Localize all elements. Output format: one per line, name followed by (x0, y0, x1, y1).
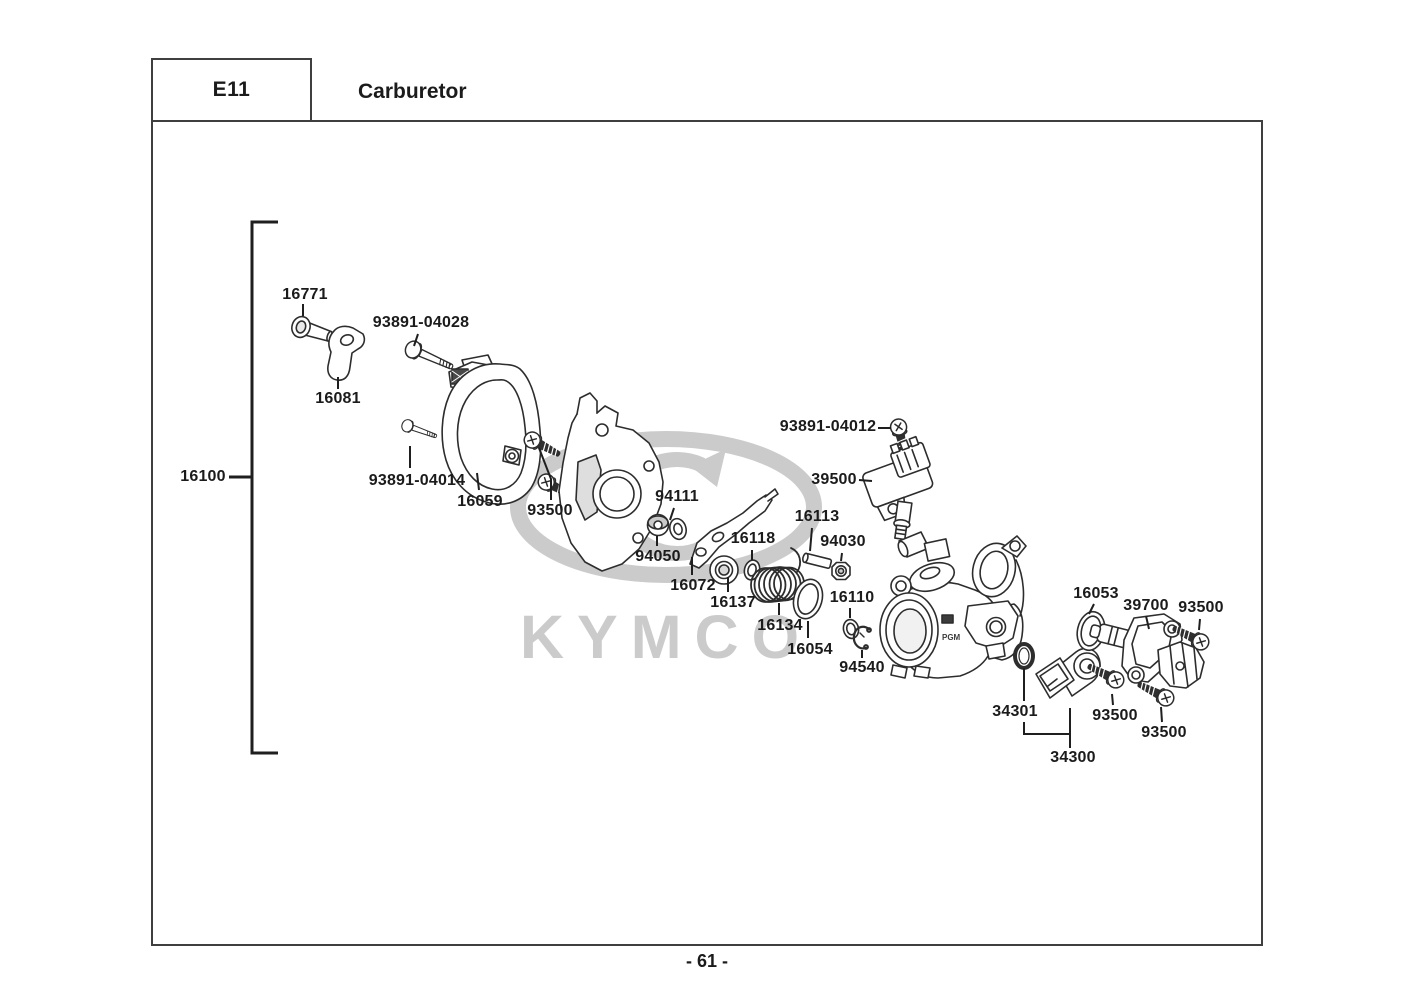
part-label-93500-3: 93500 (1092, 707, 1138, 724)
group-bracket-16100 (229, 220, 278, 755)
part-label-94540: 94540 (839, 659, 885, 676)
part-boot-16059 (441, 354, 542, 505)
part-washer-94111 (669, 517, 687, 541)
part-label-93500-4: 93500 (1141, 724, 1187, 741)
part-bracket-16081 (327, 325, 366, 381)
part-label-94111: 94111 (655, 488, 699, 505)
part-label-34300: 34300 (1050, 749, 1096, 766)
part-washer-16110 (842, 618, 860, 640)
part-label-16081: 16081 (315, 390, 361, 407)
part-label-93500-2: 93500 (1178, 599, 1224, 616)
part-label-93891-04012: 93891-04012 (779, 418, 877, 435)
part-label-16771: 16771 (282, 286, 328, 303)
part-throttle-body: PGM (879, 531, 1027, 679)
part-label-39500: 39500 (811, 471, 857, 488)
part-label-93891-04028: 93891-04028 (372, 314, 470, 331)
part-label-16134: 16134 (757, 617, 803, 634)
part-label-16137: 16137 (710, 594, 756, 611)
page-title: Carburetor (358, 80, 467, 103)
part-label-16072: 16072 (670, 577, 716, 594)
part-iacv-39700 (1089, 613, 1205, 689)
part-screw-93891-04028 (401, 337, 457, 376)
part-oring-16054 (792, 578, 824, 620)
part-eclip-94540 (852, 625, 872, 650)
part-washer-16118 (743, 559, 761, 581)
part-label-94050: 94050 (635, 548, 681, 565)
part-label-93500-1: 93500 (527, 502, 573, 519)
leader-lines (302, 304, 1201, 748)
part-nut-94050 (646, 513, 670, 537)
part-pin-16113 (802, 552, 833, 569)
part-cover-housing (558, 392, 664, 572)
part-label-16118: 16118 (730, 530, 776, 547)
diagram-frame (151, 120, 1263, 946)
part-label-94030: 94030 (820, 533, 866, 550)
page-number: - 61 - (685, 951, 728, 971)
watermark-brand: KYMCO (519, 603, 813, 671)
part-map-sensor-39500 (862, 435, 934, 541)
part-label-39700: 39700 (1123, 597, 1169, 614)
part-lever-16072 (689, 488, 779, 569)
part-label-16110: 16110 (829, 589, 875, 606)
body-mark: PGM (942, 633, 961, 642)
part-oring-34301 (1013, 642, 1035, 670)
part-screw-93891-04014 (399, 417, 440, 443)
part-label-16053: 16053 (1073, 585, 1119, 602)
part-label-16113: 16113 (794, 508, 840, 525)
part-sensor-34300 (1035, 647, 1101, 699)
section-code: E11 (212, 78, 251, 101)
part-label-16100: 16100 (180, 468, 226, 485)
part-label-16059: 16059 (457, 493, 503, 510)
part-label-34301: 34301 (992, 703, 1038, 720)
part-label-16054: 16054 (787, 641, 833, 658)
part-pin-16771 (291, 315, 333, 342)
part-nut-94030 (831, 561, 851, 581)
part-roller-16137 (709, 555, 739, 585)
part-label-93891-04014: 93891-04014 (368, 472, 466, 489)
